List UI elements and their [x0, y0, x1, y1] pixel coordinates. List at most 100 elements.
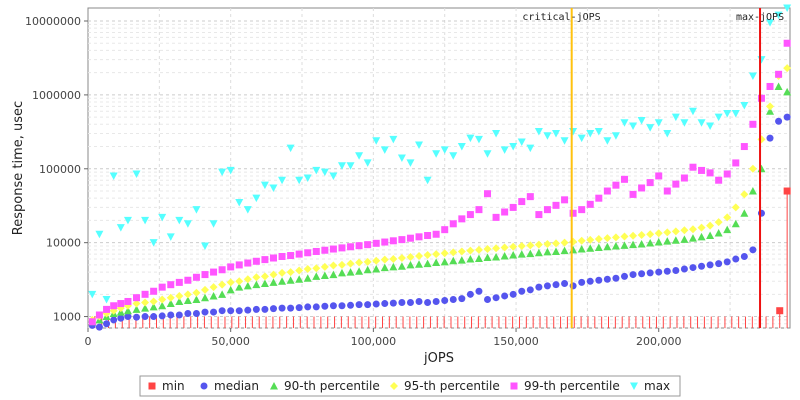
legend-frame: [139, 375, 681, 397]
data-point-90-th-percentile: [552, 247, 560, 255]
data-point-90-th-percentile: [509, 251, 518, 259]
data-point-95-th-percentile: [706, 221, 715, 230]
data-point-95-th-percentile: [355, 258, 364, 267]
data-point-99-th-percentile: [646, 179, 654, 187]
data-point-max: [95, 230, 104, 239]
data-point-95-th-percentile: [346, 259, 355, 268]
data-point-95-th-percentile: [731, 203, 740, 212]
data-point-median: [355, 301, 363, 309]
data-point-90-th-percentile: [269, 278, 278, 286]
data-point-max: [337, 162, 346, 170]
data-point-max: [175, 216, 184, 225]
data-point-90-th-percentile: [303, 274, 312, 282]
data-point-max: [158, 213, 167, 222]
data-point-median: [364, 301, 372, 309]
marker-label-max-jops: max-jOPS: [736, 12, 784, 23]
data-point-90-th-percentile: [337, 268, 346, 277]
data-point-99-th-percentile: [723, 170, 731, 178]
data-point-median: [484, 296, 492, 304]
data-point-99-th-percentile: [406, 234, 414, 242]
data-point-90-th-percentile: [123, 306, 132, 315]
data-point-median: [543, 282, 551, 290]
data-point-90-th-percentile: [406, 260, 415, 269]
data-point-99-th-percentile: [449, 220, 457, 228]
data-point-99-th-percentile: [287, 252, 295, 260]
data-point-median: [278, 304, 286, 312]
data-point-99-th-percentile: [698, 166, 706, 174]
data-point-median: [620, 272, 628, 280]
data-point-median: [167, 311, 175, 319]
data-point-95-th-percentile: [329, 261, 338, 270]
legend-item-99-th-percentile: 99-th percentile: [510, 379, 620, 393]
data-point-95-th-percentile: [603, 234, 612, 243]
data-point-90-th-percentile: [748, 187, 757, 195]
data-point-median: [586, 277, 594, 285]
legend-swatch-median: [200, 382, 208, 390]
data-point-median: [347, 301, 355, 309]
data-point-95-th-percentile: [252, 273, 261, 282]
legend-item-max: max: [630, 379, 670, 393]
data-point-median: [492, 294, 500, 302]
data-point-median: [715, 260, 723, 268]
data-point-90-th-percentile: [774, 82, 783, 90]
data-point-max: [380, 146, 389, 154]
data-point-95-th-percentile: [449, 248, 458, 257]
data-point-90-th-percentile: [218, 290, 227, 298]
data-point-90-th-percentile: [372, 265, 381, 273]
data-point-95-th-percentile: [671, 227, 680, 236]
legend: min median 90-th percentile 95-th percentil…: [139, 375, 681, 397]
data-point-99-th-percentile: [672, 180, 680, 188]
data-point-median: [655, 268, 663, 276]
data-point-95-th-percentile: [740, 190, 749, 199]
data-point-99-th-percentile: [355, 242, 363, 250]
data-point-95-th-percentile: [158, 295, 167, 304]
data-point-99-th-percentile: [775, 70, 783, 78]
data-point-95-th-percentile: [415, 252, 424, 261]
data-point-99-th-percentile: [629, 190, 637, 198]
data-point-max: [278, 176, 287, 185]
data-point-99-th-percentile: [201, 271, 209, 279]
data-point-max: [586, 130, 595, 138]
data-point-90-th-percentile: [783, 87, 792, 96]
y-axis-title: Response time, usec: [11, 101, 26, 235]
data-point-max: [500, 146, 509, 154]
data-point-90-th-percentile: [611, 242, 620, 250]
data-point-max: [560, 137, 569, 145]
data-point-95-th-percentile: [586, 235, 595, 244]
data-point-99-th-percentile: [689, 163, 697, 171]
data-point-99-th-percentile: [518, 198, 526, 206]
data-point-90-th-percentile: [440, 257, 449, 266]
data-point-99-th-percentile: [757, 94, 765, 102]
data-point-99-th-percentile: [398, 236, 406, 244]
data-point-median: [295, 304, 303, 312]
data-point-max: [594, 127, 603, 136]
x-tick-label: 0: [85, 335, 92, 348]
data-point-95-th-percentile: [646, 230, 655, 239]
data-point-99-th-percentile: [347, 243, 355, 251]
data-point-median: [338, 302, 346, 310]
data-point-90-th-percentile: [397, 262, 406, 270]
data-point-max: [209, 220, 218, 228]
y-tick-label: 100000: [39, 163, 81, 176]
data-point-99-th-percentile: [441, 226, 449, 234]
data-point-max: [286, 144, 295, 153]
data-point-90-th-percentile: [586, 244, 595, 252]
data-point-median: [757, 209, 765, 217]
data-point-median: [192, 309, 200, 317]
data-point-99-th-percentile: [740, 143, 748, 151]
data-point-95-th-percentile: [509, 242, 518, 251]
x-axis-title: jOPS: [423, 351, 454, 366]
data-point-95-th-percentile: [380, 255, 389, 264]
data-point-90-th-percentile: [380, 263, 389, 272]
data-point-max: [440, 146, 449, 154]
data-point-max: [637, 117, 646, 125]
data-point-90-th-percentile: [500, 252, 509, 260]
data-point-90-th-percentile: [688, 234, 697, 242]
data-point-90-th-percentile: [492, 252, 501, 261]
data-point-99-th-percentile: [620, 175, 628, 183]
data-point-median: [672, 267, 680, 275]
data-point-99-th-percentile: [552, 201, 560, 209]
legend-swatch-max: [630, 382, 638, 390]
data-point-90-th-percentile: [526, 249, 535, 258]
